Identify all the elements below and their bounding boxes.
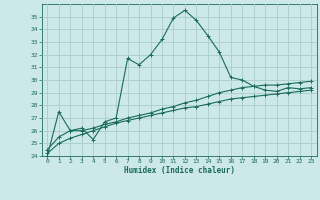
X-axis label: Humidex (Indice chaleur): Humidex (Indice chaleur) xyxy=(124,166,235,175)
